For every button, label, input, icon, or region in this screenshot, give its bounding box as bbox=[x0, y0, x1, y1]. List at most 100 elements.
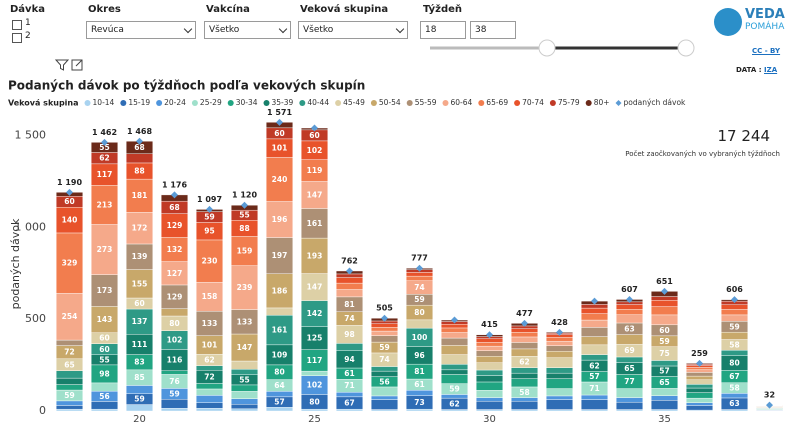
bar-segment bbox=[230, 369, 258, 376]
total-marker bbox=[346, 267, 353, 275]
bar-segment bbox=[266, 344, 294, 366]
data-label: 60 bbox=[274, 129, 284, 138]
slider-handle[interactable] bbox=[538, 39, 556, 57]
checkbox[interactable] bbox=[12, 33, 22, 43]
filter-label: Okres bbox=[88, 4, 121, 15]
legend-label: 45-49 bbox=[343, 98, 365, 107]
bar-segment bbox=[616, 401, 644, 410]
license-link[interactable]: CC - BY bbox=[752, 47, 781, 55]
bar-segment bbox=[651, 365, 679, 377]
bar-segment bbox=[160, 370, 188, 375]
bar-segment bbox=[371, 370, 399, 377]
source-link[interactable]: IZA bbox=[764, 66, 778, 74]
data-label: 75 bbox=[659, 349, 669, 358]
range-input[interactable]: 38 bbox=[470, 21, 516, 39]
data-label: 173 bbox=[97, 286, 113, 295]
bar-segment bbox=[125, 308, 153, 335]
bar-segment bbox=[230, 408, 258, 412]
legend-label: 30-34 bbox=[236, 98, 258, 107]
data-label: 61 bbox=[414, 380, 424, 389]
data-label: 230 bbox=[202, 257, 218, 266]
logo-text: VEDA bbox=[745, 7, 785, 22]
total-label: 1 571 bbox=[267, 108, 292, 117]
bar-segment bbox=[195, 222, 223, 241]
range-input[interactable]: 18 bbox=[420, 21, 466, 39]
bar-segment bbox=[406, 327, 434, 347]
dropdown[interactable]: Revúca bbox=[86, 21, 196, 39]
data-label: 60 bbox=[659, 326, 669, 335]
bar-segment bbox=[266, 315, 294, 346]
bar-segment bbox=[230, 265, 258, 310]
bar-segment bbox=[301, 408, 329, 412]
legend-label: 15-19 bbox=[128, 98, 150, 107]
bar-segment bbox=[511, 401, 539, 410]
bar-segment bbox=[160, 374, 188, 389]
bar-segment bbox=[511, 372, 539, 379]
data-label: 55 bbox=[99, 143, 109, 152]
bar-segment bbox=[616, 322, 644, 335]
data-label: 161 bbox=[307, 219, 323, 228]
bar-segment bbox=[581, 307, 609, 314]
bar-segment bbox=[756, 406, 784, 407]
dropdown[interactable]: Všetko bbox=[298, 21, 408, 39]
bar-segment bbox=[195, 239, 223, 283]
legend-marker bbox=[514, 100, 521, 106]
bar-segment bbox=[651, 346, 679, 361]
bar-segment bbox=[266, 127, 294, 140]
bar-segment bbox=[336, 408, 364, 412]
data-label: 88 bbox=[134, 167, 144, 176]
data-label: 67 bbox=[729, 372, 739, 381]
bar-segment bbox=[371, 320, 399, 324]
focus-icon[interactable] bbox=[71, 59, 83, 71]
bar-segment bbox=[56, 408, 84, 412]
data-label: 155 bbox=[132, 279, 148, 288]
filter-icon[interactable] bbox=[54, 59, 70, 71]
total-marker bbox=[416, 264, 423, 272]
dropdown[interactable]: Všetko bbox=[204, 21, 291, 39]
bar-segment bbox=[616, 356, 644, 363]
bar-segment bbox=[266, 407, 294, 412]
legend-label: 35-39 bbox=[272, 98, 294, 107]
bar-segment bbox=[336, 277, 364, 284]
bar-segment bbox=[230, 220, 258, 237]
bar-segment bbox=[406, 275, 434, 281]
bar-segment bbox=[230, 333, 258, 362]
bar-segment bbox=[90, 343, 118, 355]
slider-handle[interactable] bbox=[677, 39, 695, 57]
bar-segment bbox=[441, 345, 469, 355]
bar-segment bbox=[56, 384, 84, 391]
data-label: 273 bbox=[97, 245, 113, 254]
bar-segment bbox=[56, 195, 84, 208]
bar-segment bbox=[686, 402, 714, 406]
data-label: 132 bbox=[167, 245, 183, 254]
bar-segment bbox=[546, 388, 574, 397]
bar-segment bbox=[125, 269, 153, 299]
bar-segment bbox=[686, 392, 714, 399]
checkbox[interactable] bbox=[12, 20, 22, 30]
bar-segment bbox=[546, 333, 574, 335]
bar-segment bbox=[266, 122, 294, 129]
total-marker bbox=[661, 287, 668, 295]
bar-segment bbox=[371, 341, 399, 354]
legend-marker bbox=[406, 100, 413, 106]
data-label: 59 bbox=[379, 343, 389, 352]
bar-segment bbox=[546, 340, 574, 346]
bar-segment bbox=[406, 390, 434, 396]
data-label: 60 bbox=[309, 131, 319, 140]
bar-segment bbox=[686, 369, 714, 373]
total-marker bbox=[451, 316, 458, 324]
data-label: 62 bbox=[449, 399, 459, 408]
bar-segment bbox=[90, 152, 118, 165]
bar-segment bbox=[195, 402, 223, 409]
bar-segment bbox=[301, 127, 329, 131]
bar-segment bbox=[616, 301, 644, 305]
y-tick-label: 0 bbox=[39, 404, 46, 417]
bar-segment bbox=[651, 335, 679, 347]
bar-segment bbox=[581, 304, 609, 309]
data-label: 63 bbox=[624, 324, 634, 333]
bar-segment bbox=[581, 300, 609, 305]
bar-segment bbox=[301, 208, 329, 239]
data-label: 59 bbox=[64, 391, 74, 400]
bar-segment bbox=[686, 372, 714, 377]
bar-segment bbox=[511, 328, 539, 333]
